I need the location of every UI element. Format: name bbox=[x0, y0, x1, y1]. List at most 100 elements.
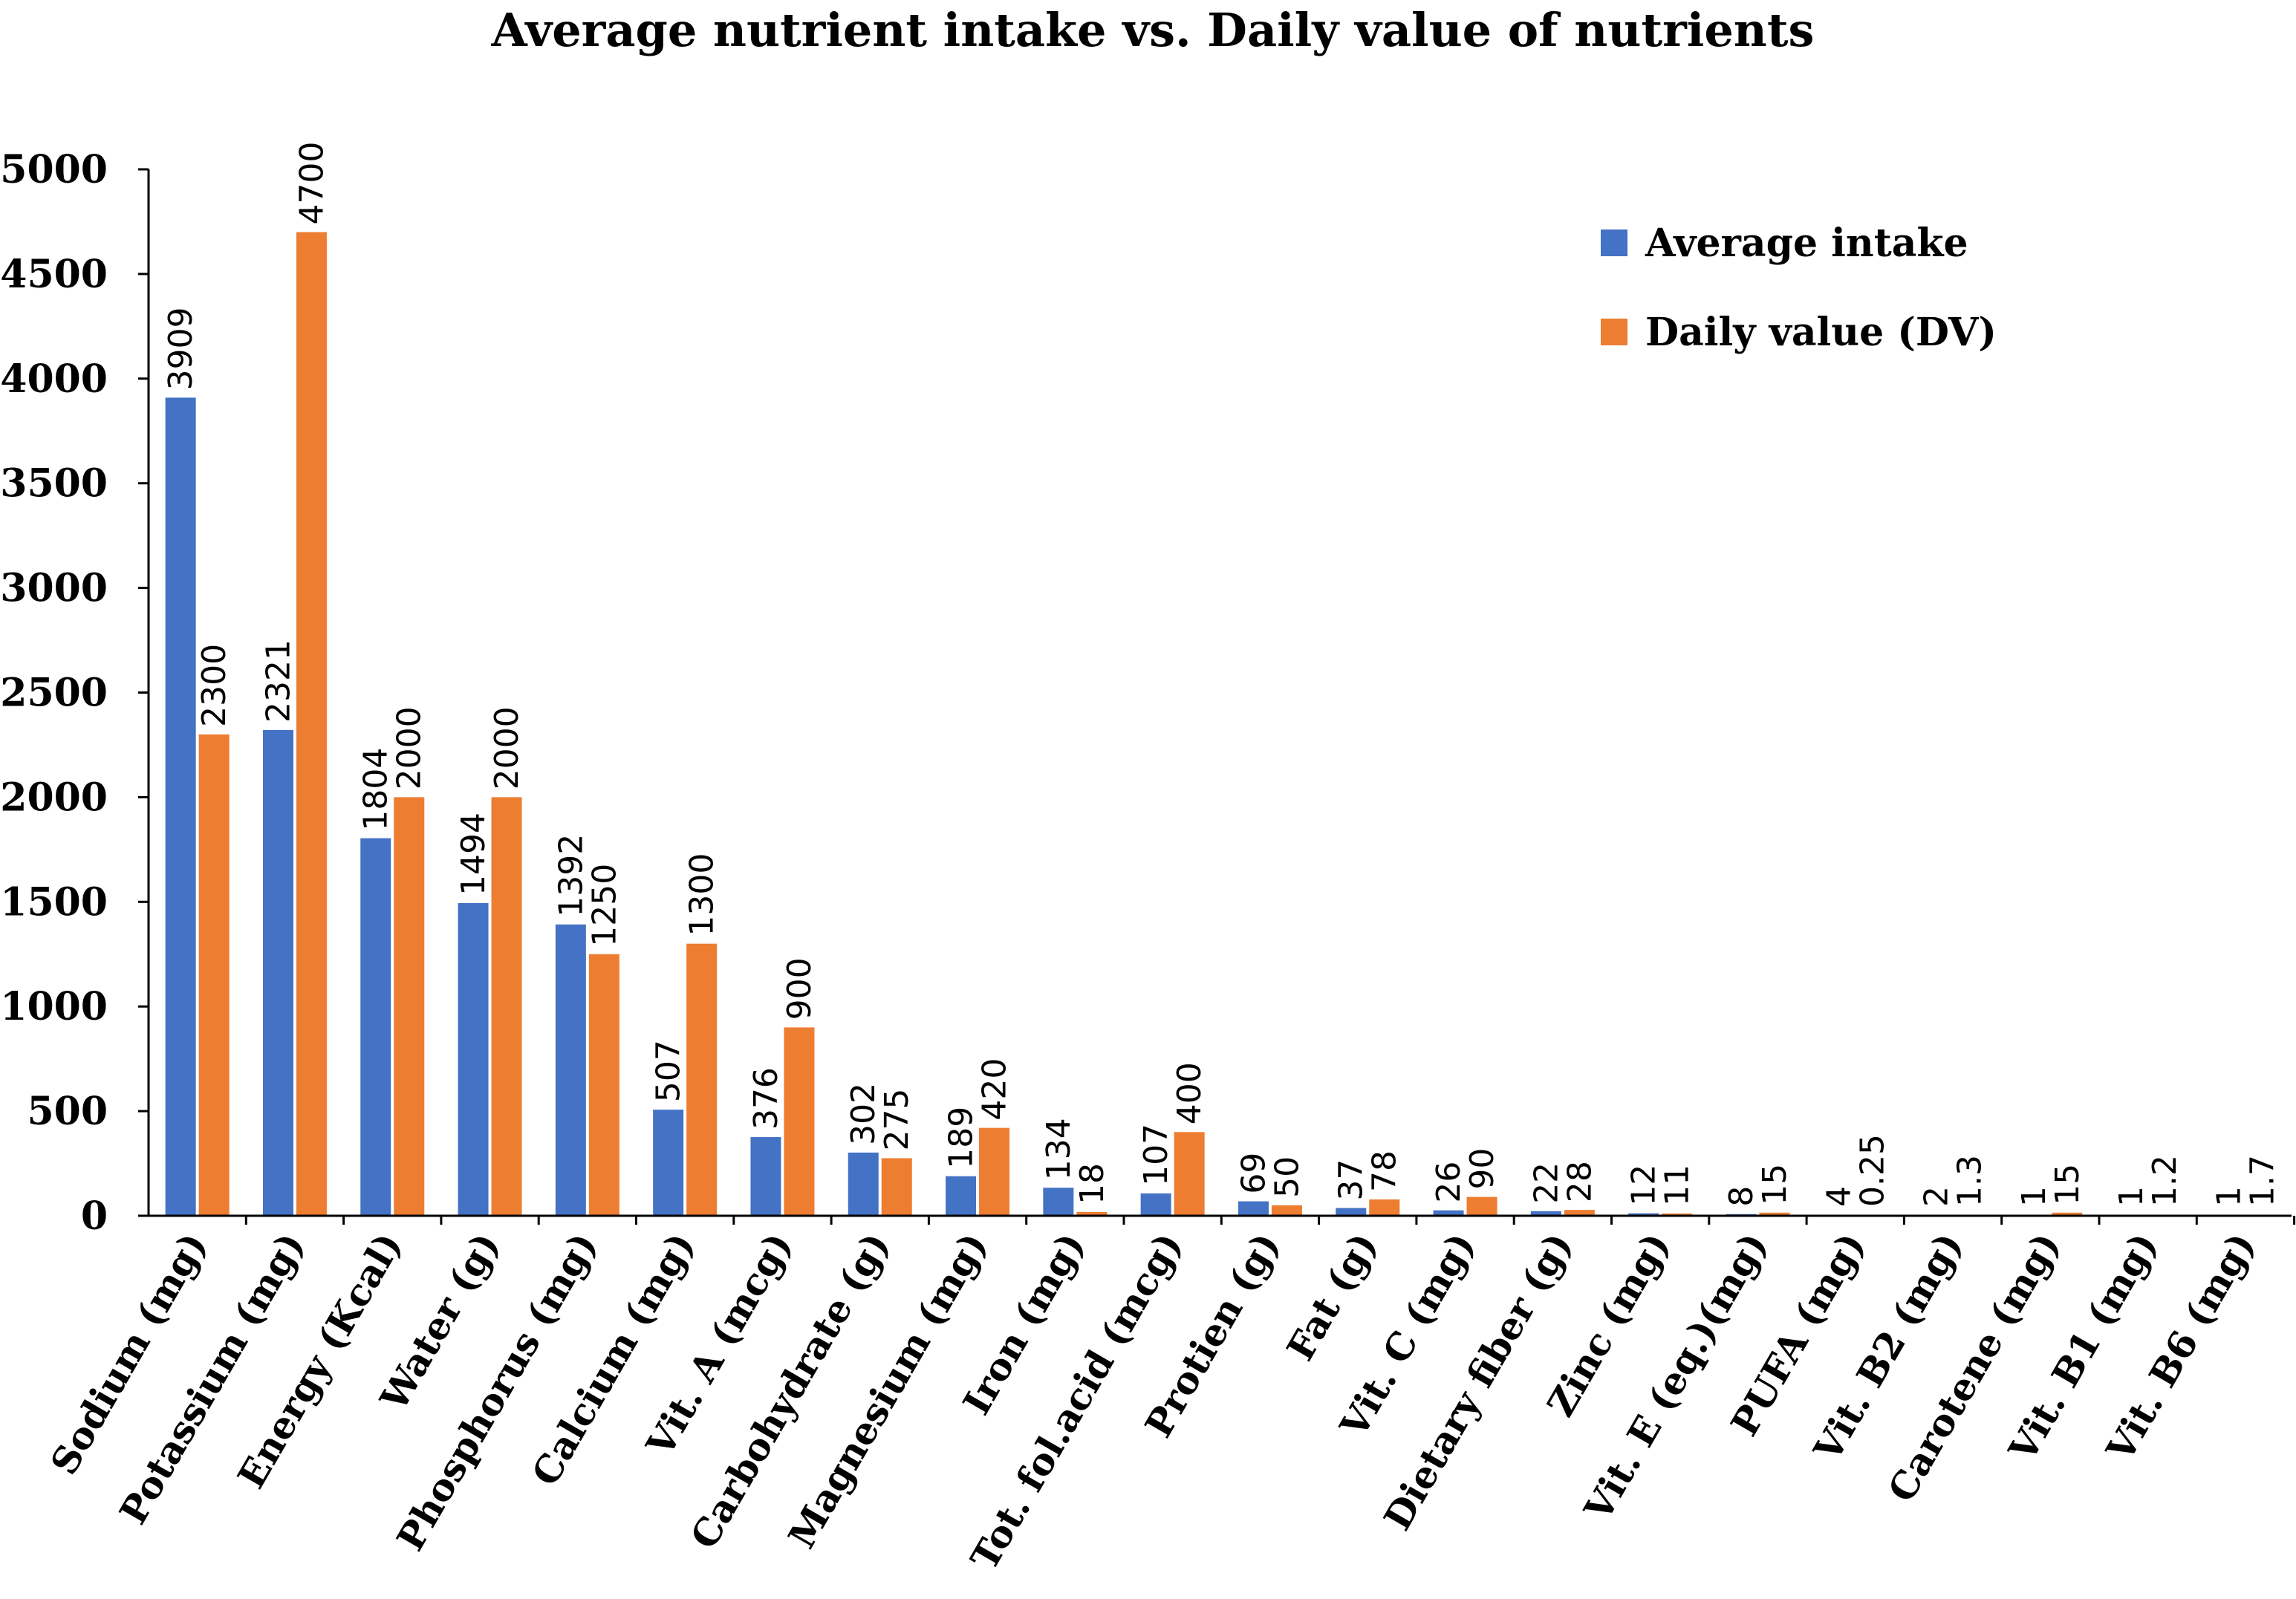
data-label-average-intake-protien-g: 69 bbox=[1235, 1153, 1272, 1194]
data-label-average-intake-tot-fol-acid-mcg: 107 bbox=[1137, 1124, 1175, 1186]
bar-average-intake-sodium-mg bbox=[165, 397, 196, 1216]
data-label-daily-value-dv-pufa-mg: 0.25 bbox=[1853, 1134, 1891, 1207]
bar-daily-value-dv-energy-kcal bbox=[394, 797, 425, 1216]
data-label-average-intake-fat-g: 37 bbox=[1333, 1159, 1370, 1201]
bar-average-intake-calcium-mg bbox=[653, 1110, 684, 1216]
bar-average-intake-potassium-mg bbox=[262, 729, 293, 1216]
y-tick-label-3500: 3500 bbox=[0, 461, 108, 507]
data-label-average-intake-vit-e-eq-mg: 8 bbox=[1723, 1186, 1760, 1207]
data-label-daily-value-dv-vit-b2-mg: 1.3 bbox=[1951, 1155, 1989, 1207]
bar-average-intake-water-g bbox=[458, 902, 489, 1216]
y-tick-label-3000: 3000 bbox=[0, 566, 108, 611]
bar-daily-value-dv-zinc-mg bbox=[1662, 1213, 1693, 1216]
bar-daily-value-dv-vit-c-mg bbox=[1466, 1196, 1497, 1216]
legend-label-daily-value: Daily value (DV) bbox=[1645, 310, 1997, 355]
data-label-average-intake-zinc-mg: 12 bbox=[1625, 1165, 1663, 1206]
bar-daily-value-dv-tot-fol-acid-mcg bbox=[1174, 1132, 1205, 1216]
y-tick-label-2500: 2500 bbox=[0, 671, 108, 716]
legend: Average intake Daily value (DV) bbox=[1601, 221, 1997, 355]
chart-title: Average nutrient intake vs. Daily value … bbox=[491, 3, 1815, 57]
y-tick-label-5000: 5000 bbox=[0, 147, 108, 192]
y-tick-label-1000: 1000 bbox=[0, 984, 108, 1029]
x-tick-label-potassium-mg: Potassium (mg) bbox=[111, 1225, 313, 1531]
bar-average-intake-tot-fol-acid-mcg bbox=[1140, 1193, 1171, 1216]
data-label-average-intake-vit-b1-mg: 1 bbox=[2113, 1186, 2150, 1207]
data-label-daily-value-dv-potassium-mg: 4700 bbox=[293, 142, 331, 225]
data-label-daily-value-dv-dietary-fiber-g: 28 bbox=[1561, 1161, 1599, 1202]
bar-daily-value-dv-vit-a-mcg bbox=[784, 1027, 815, 1216]
data-label-daily-value-dv-magnesium-mg: 420 bbox=[976, 1058, 1014, 1121]
bar-average-intake-carbohydrate-g bbox=[848, 1152, 879, 1216]
bar-average-intake-vit-c-mg bbox=[1433, 1210, 1464, 1216]
data-label-average-intake-iron-mg: 134 bbox=[1040, 1118, 1078, 1180]
bar-daily-value-dv-iron-mg bbox=[1076, 1211, 1108, 1216]
bar-daily-value-dv-sodium-mg bbox=[198, 734, 230, 1216]
bar-daily-value-dv-magnesium-mg bbox=[979, 1127, 1010, 1216]
legend-label-average-intake: Average intake bbox=[1645, 221, 1968, 266]
data-label-daily-value-dv-iron-mg: 18 bbox=[1073, 1163, 1111, 1205]
y-tick-label-1500: 1500 bbox=[0, 879, 108, 925]
y-tick-label-4500: 4500 bbox=[0, 252, 108, 297]
data-label-daily-value-dv-vit-b1-mg: 1.2 bbox=[2146, 1155, 2184, 1207]
y-tick-label-0: 0 bbox=[81, 1193, 108, 1239]
data-label-daily-value-dv-water-g: 2000 bbox=[488, 706, 526, 789]
data-label-daily-value-dv-energy-kcal: 2000 bbox=[391, 706, 429, 789]
data-label-daily-value-dv-vit-e-eq-mg: 15 bbox=[1756, 1164, 1794, 1205]
bar-daily-value-dv-fat-g bbox=[1369, 1199, 1400, 1216]
bar-daily-value-dv-water-g bbox=[491, 797, 522, 1216]
bar-daily-value-dv-protien-g bbox=[1271, 1205, 1302, 1216]
bar-average-intake-protien-g bbox=[1238, 1201, 1269, 1216]
data-label-average-intake-vit-b2-mg: 2 bbox=[1918, 1186, 1956, 1207]
data-label-daily-value-dv-vit-a-mcg: 900 bbox=[781, 957, 819, 1020]
legend-swatch-average-intake bbox=[1601, 229, 1627, 256]
bar-average-intake-zinc-mg bbox=[1628, 1213, 1659, 1216]
data-label-average-intake-magnesium-mg: 189 bbox=[943, 1107, 980, 1169]
y-tick-label-2000: 2000 bbox=[0, 775, 108, 820]
bar-daily-value-dv-phosphorus-mg bbox=[588, 954, 619, 1216]
bars bbox=[165, 232, 2277, 1216]
bar-daily-value-dv-calcium-mg bbox=[686, 943, 718, 1216]
data-label-daily-value-dv-vit-c-mg: 90 bbox=[1463, 1148, 1501, 1190]
x-tick-label-vit-e-eq-mg: Vit. E (eq.)(mg) bbox=[1575, 1225, 1776, 1529]
bar-average-intake-iron-mg bbox=[1043, 1188, 1074, 1216]
data-label-average-intake-pufa-mg: 4 bbox=[1820, 1186, 1858, 1207]
data-label-daily-value-dv-protien-g: 50 bbox=[1268, 1156, 1306, 1198]
bar-daily-value-dv-carotene-mg bbox=[2052, 1212, 2083, 1216]
bar-average-intake-vit-a-mcg bbox=[750, 1137, 781, 1216]
data-label-daily-value-dv-sodium-mg: 2300 bbox=[195, 644, 233, 727]
bar-average-intake-magnesium-mg bbox=[946, 1176, 977, 1216]
data-label-daily-value-dv-carotene-mg: 15 bbox=[2049, 1164, 2087, 1205]
data-label-daily-value-dv-zinc-mg: 11 bbox=[1659, 1165, 1697, 1206]
data-label-daily-value-dv-phosphorus-mg: 1250 bbox=[585, 864, 623, 947]
bar-daily-value-dv-carbohydrate-g bbox=[881, 1158, 912, 1216]
bar-daily-value-dv-potassium-mg bbox=[296, 232, 327, 1216]
y-tick-label-500: 500 bbox=[27, 1089, 108, 1134]
data-label-average-intake-dietary-fiber-g: 22 bbox=[1527, 1162, 1565, 1204]
bar-average-intake-fat-g bbox=[1336, 1208, 1367, 1216]
data-label-daily-value-dv-fat-g: 78 bbox=[1366, 1150, 1404, 1192]
x-tick-label-fat-g: Fat (g) bbox=[1278, 1225, 1386, 1368]
data-label-average-intake-carotene-mg: 1 bbox=[2015, 1186, 2053, 1207]
data-label-average-intake-sodium-mg: 3909 bbox=[162, 307, 200, 390]
data-label-average-intake-carbohydrate-g: 302 bbox=[845, 1083, 882, 1145]
bar-average-intake-energy-kcal bbox=[360, 838, 391, 1216]
data-label-average-intake-water-g: 1494 bbox=[455, 812, 492, 896]
data-label-average-intake-calcium-mg: 507 bbox=[650, 1040, 688, 1102]
x-axis-ticks: Sodium (mg)Potassium (mg)Energy (Kcal)Wa… bbox=[42, 1216, 2296, 1577]
data-label-daily-value-dv-carbohydrate-g: 275 bbox=[878, 1089, 916, 1151]
data-label-daily-value-dv-vit-b6-mg: 1.7 bbox=[2243, 1155, 2281, 1207]
data-label-average-intake-phosphorus-mg: 1392 bbox=[552, 834, 590, 917]
data-label-daily-value-dv-calcium-mg: 1300 bbox=[683, 853, 721, 937]
data-label-average-intake-vit-c-mg: 26 bbox=[1430, 1162, 1468, 1203]
data-label-daily-value-dv-tot-fol-acid-mcg: 400 bbox=[1171, 1062, 1209, 1124]
data-label-average-intake-vit-a-mcg: 376 bbox=[747, 1067, 785, 1130]
data-label-average-intake-vit-b6-mg: 1 bbox=[2210, 1186, 2248, 1207]
data-label-average-intake-energy-kcal: 1804 bbox=[357, 748, 395, 831]
legend-swatch-daily-value bbox=[1601, 319, 1627, 345]
bar-average-intake-dietary-fiber-g bbox=[1530, 1211, 1561, 1216]
data-label-average-intake-potassium-mg: 2321 bbox=[259, 639, 297, 723]
bar-average-intake-phosphorus-mg bbox=[555, 924, 586, 1216]
bar-daily-value-dv-dietary-fiber-g bbox=[1564, 1210, 1595, 1216]
y-axis-ticks: 0 500 1000 1500 2000 2500 3000 3500 4000 4500 5000 bbox=[0, 147, 149, 1239]
